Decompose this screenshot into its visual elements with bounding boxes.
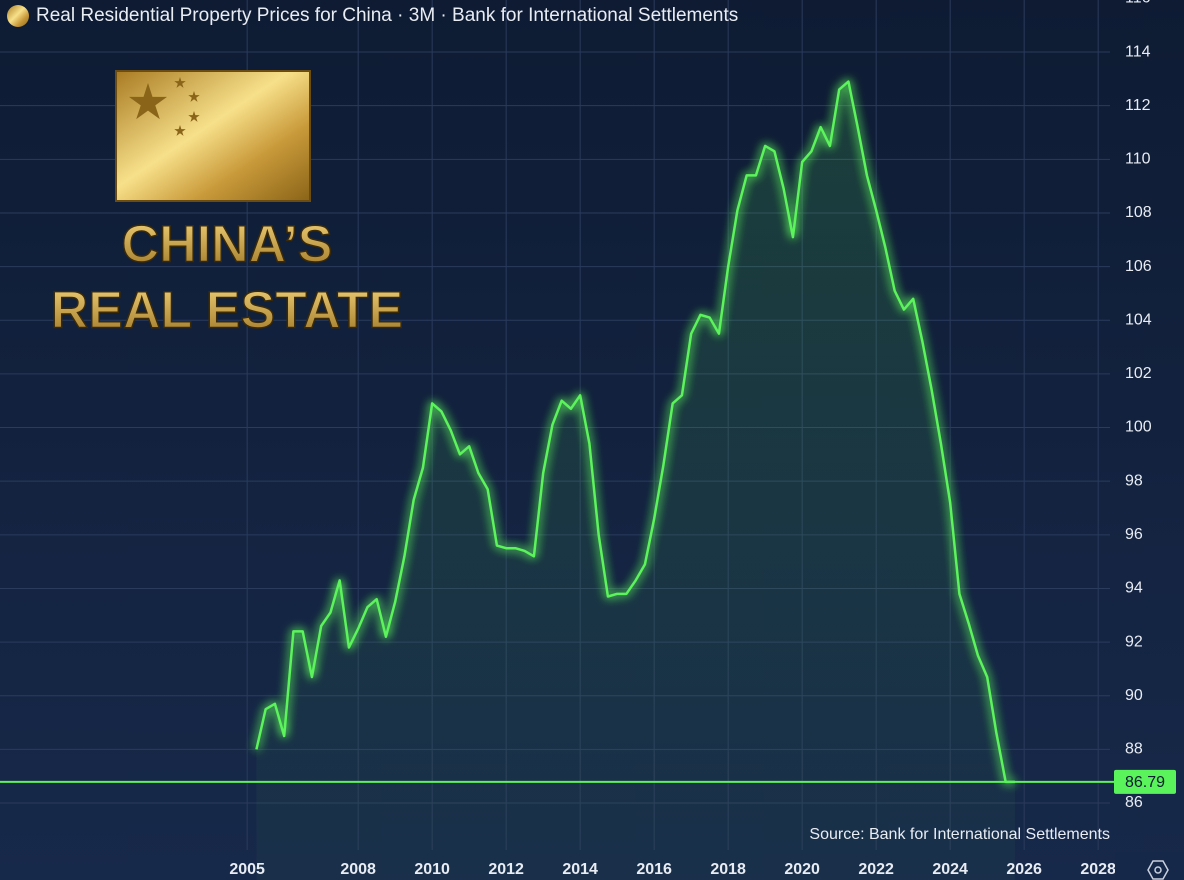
last-value-label: 86.79 bbox=[1125, 774, 1165, 791]
y-tick-label: 92 bbox=[1125, 633, 1143, 650]
x-tick-label: 2010 bbox=[414, 861, 450, 878]
title-icon bbox=[7, 5, 29, 27]
plot bbox=[0, 80, 1114, 880]
x-tick-label: 2024 bbox=[932, 861, 968, 878]
y-tick-label: 88 bbox=[1125, 741, 1143, 758]
line bbox=[255, 80, 1015, 784]
y-tick-label: 110 bbox=[1125, 151, 1151, 168]
flag-badge bbox=[115, 70, 311, 202]
x-tick-label: 2008 bbox=[340, 861, 376, 878]
y-tick-label: 104 bbox=[1125, 311, 1152, 328]
y-tick-label: 114 bbox=[1125, 43, 1151, 60]
settings-icon bbox=[1147, 860, 1169, 880]
x-tick-label: 2026 bbox=[1006, 861, 1042, 878]
y-tick-label: 98 bbox=[1125, 472, 1143, 489]
overlay-title-line: CHINA’S bbox=[122, 216, 333, 274]
y-tick-label: 100 bbox=[1125, 419, 1152, 436]
last-value-box bbox=[1114, 769, 1176, 794]
chart-title: Real Residential Property Prices for Chi… bbox=[36, 5, 738, 26]
x-tick-label: 2022 bbox=[858, 861, 894, 878]
y-tick-label: 90 bbox=[1125, 687, 1143, 704]
y-tick-label: 106 bbox=[1125, 258, 1152, 275]
y-tick-label: 86 bbox=[1125, 794, 1143, 811]
line-area bbox=[256, 81, 1015, 880]
source-note: Source: Bank for International Settlemen… bbox=[809, 826, 1110, 843]
y-tick-label: 102 bbox=[1125, 365, 1152, 382]
x-tick-label: 2018 bbox=[710, 861, 746, 878]
y-tick-label: 108 bbox=[1125, 204, 1152, 221]
x-tick-label: 2016 bbox=[636, 861, 672, 878]
settings-icon-dot bbox=[1154, 866, 1162, 874]
y-tick-label: 116 bbox=[1125, 0, 1151, 7]
x-tick-label: 2014 bbox=[562, 861, 598, 878]
y-tick-label: 96 bbox=[1125, 526, 1143, 543]
overlay-title-line: REAL ESTATE bbox=[51, 282, 403, 340]
x-tick-label: 2005 bbox=[229, 861, 265, 878]
y-tick-label: 94 bbox=[1125, 580, 1143, 597]
settings-button[interactable] bbox=[1115, 852, 1184, 880]
x-tick-label: 2028 bbox=[1080, 861, 1116, 878]
x-tick-label: 2012 bbox=[488, 861, 524, 878]
y-tick-label: 112 bbox=[1125, 97, 1151, 114]
x-tick-label: 2020 bbox=[784, 861, 820, 878]
